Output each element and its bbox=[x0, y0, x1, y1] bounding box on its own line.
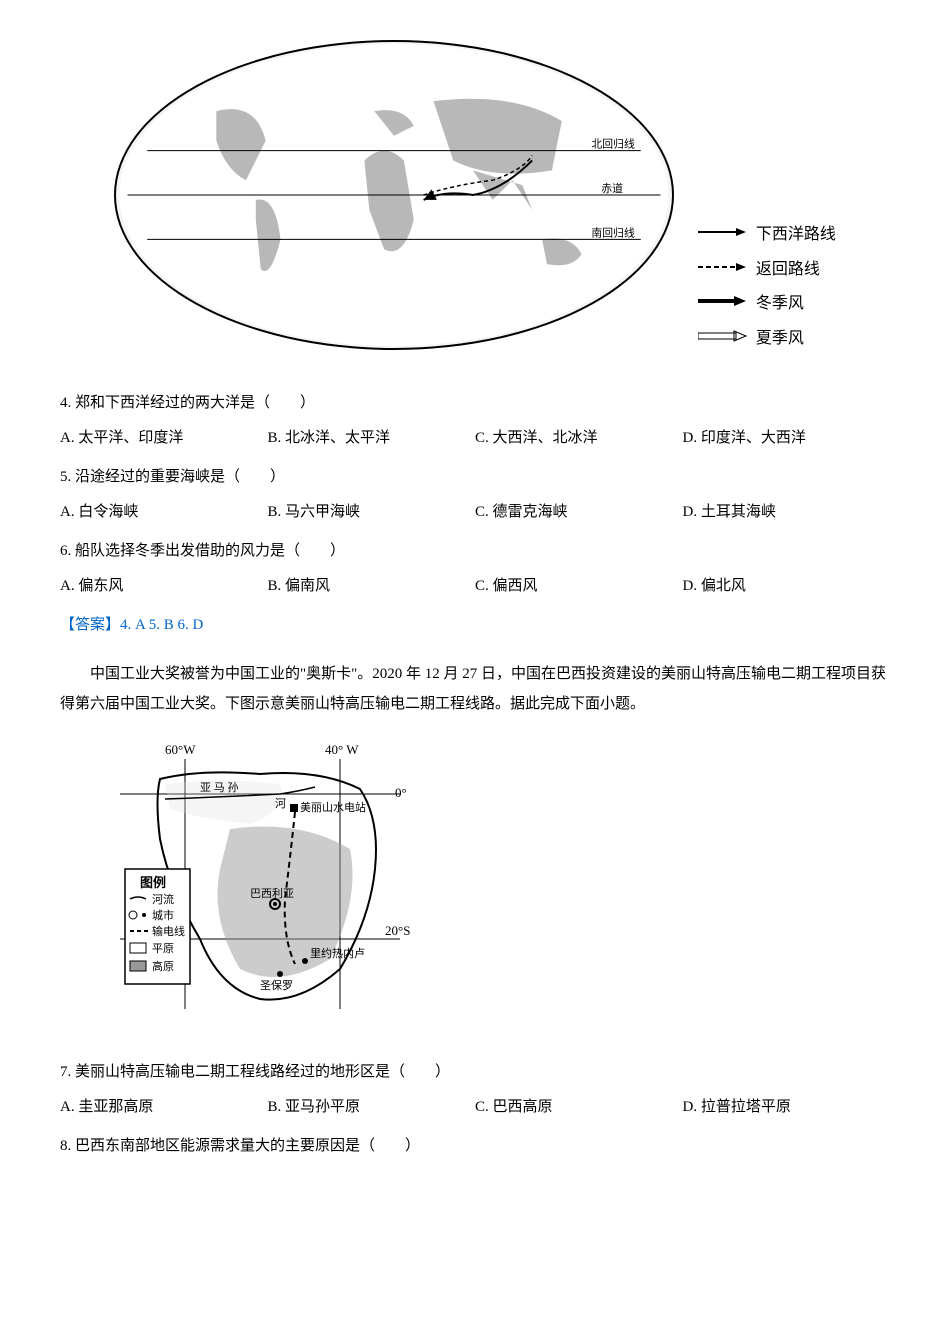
lat-0: 0° bbox=[395, 785, 407, 800]
legend-label: 返回路线 bbox=[756, 256, 820, 285]
arrow-solid-icon bbox=[698, 221, 748, 250]
question-text: 郑和下西洋经过的两大洋是（ ） bbox=[75, 395, 315, 411]
world-map-figure: 北回归线 赤道 南回归线 下西洋路线 返回路线 bbox=[60, 40, 890, 360]
option-c: C. 德雷克海峡 bbox=[475, 499, 683, 526]
question-number: 8. bbox=[60, 1138, 71, 1154]
question-5: 5. 沿途经过的重要海峡是（ ） bbox=[60, 464, 890, 491]
option-d: D. 拉普拉塔平原 bbox=[683, 1094, 891, 1121]
question-6-options: A. 偏东风 B. 偏南风 C. 偏西风 D. 偏北风 bbox=[60, 573, 890, 600]
option-b: B. 马六甲海峡 bbox=[268, 499, 476, 526]
legend-item: 冬季风 bbox=[698, 290, 836, 319]
question-4: 4. 郑和下西洋经过的两大洋是（ ） bbox=[60, 390, 890, 417]
option-c: C. 偏西风 bbox=[475, 573, 683, 600]
brazil-map-image: 60°W 40° W 0° 20°S 亚 马 孙 河 美丽山水电站 bbox=[100, 739, 420, 1029]
question-text: 巴西东南部地区能源需求量大的主要原因是（ ） bbox=[75, 1138, 420, 1154]
legend-item: 下西洋路线 bbox=[698, 221, 836, 250]
question-7: 7. 美丽山特高压输电二期工程线路经过的地形区是（ ） bbox=[60, 1059, 890, 1086]
option-a: A. 圭亚那高原 bbox=[60, 1094, 268, 1121]
question-8: 8. 巴西东南部地区能源需求量大的主要原因是（ ） bbox=[60, 1133, 890, 1160]
legend-item: 夏季风 bbox=[698, 325, 836, 354]
lon-40w: 40° W bbox=[325, 742, 359, 757]
option-b: B. 偏南风 bbox=[268, 573, 476, 600]
equator-label: 赤道 bbox=[601, 181, 623, 195]
question-number: 7. bbox=[60, 1064, 71, 1080]
option-b: B. 北冰洋、太平洋 bbox=[268, 425, 476, 452]
tropic-south-label: 南回归线 bbox=[592, 225, 636, 239]
option-d: D. 土耳其海峡 bbox=[683, 499, 891, 526]
svg-text:高原: 高原 bbox=[152, 959, 174, 973]
question-7-options: A. 圭亚那高原 B. 亚马孙平原 C. 巴西高原 D. 拉普拉塔平原 bbox=[60, 1094, 890, 1121]
legend-label: 夏季风 bbox=[756, 325, 804, 354]
question-6: 6. 船队选择冬季出发借助的风力是（ ） bbox=[60, 538, 890, 565]
option-a: A. 白令海峡 bbox=[60, 499, 268, 526]
option-d: D. 印度洋、大西洋 bbox=[683, 425, 891, 452]
legend-item: 返回路线 bbox=[698, 256, 836, 285]
tropic-north-label: 北回归线 bbox=[592, 137, 636, 151]
svg-text:巴西利亚: 巴西利亚 bbox=[250, 887, 294, 900]
svg-text:平原: 平原 bbox=[152, 943, 174, 955]
passage-2: 中国工业大奖被誉为中国工业的"奥斯卡"。2020 年 12 月 27 日，中国在… bbox=[60, 659, 890, 719]
question-text: 美丽山特高压输电二期工程线路经过的地形区是（ ） bbox=[75, 1064, 450, 1080]
question-4-options: A. 太平洋、印度洋 B. 北冰洋、太平洋 C. 大西洋、北冰洋 D. 印度洋、… bbox=[60, 425, 890, 452]
question-number: 5. bbox=[60, 469, 71, 485]
question-text: 船队选择冬季出发借助的风力是（ ） bbox=[75, 543, 345, 559]
question-text: 沿途经过的重要海峡是（ ） bbox=[75, 469, 285, 485]
svg-text:输电线: 输电线 bbox=[152, 924, 185, 938]
answer-456: 【答案】4. A 5. B 6. D bbox=[60, 612, 890, 639]
option-b: B. 亚马孙平原 bbox=[268, 1094, 476, 1121]
lon-60w: 60°W bbox=[165, 742, 196, 757]
legend-label: 下西洋路线 bbox=[756, 221, 836, 250]
option-a: A. 偏东风 bbox=[60, 573, 268, 600]
option-a: A. 太平洋、印度洋 bbox=[60, 425, 268, 452]
question-number: 4. bbox=[60, 395, 71, 411]
svg-text:河流: 河流 bbox=[152, 892, 174, 906]
question-5-options: A. 白令海峡 B. 马六甲海峡 C. 德雷克海峡 D. 土耳其海峡 bbox=[60, 499, 890, 526]
svg-text:河: 河 bbox=[275, 797, 286, 810]
question-number: 6. bbox=[60, 543, 71, 559]
lat-20s: 20°S bbox=[385, 923, 410, 938]
svg-text:图例: 图例 bbox=[140, 875, 166, 890]
svg-text:城市: 城市 bbox=[152, 908, 174, 922]
option-c: C. 巴西高原 bbox=[475, 1094, 683, 1121]
brazil-map-figure: 60°W 40° W 0° 20°S 亚 马 孙 河 美丽山水电站 bbox=[100, 739, 890, 1029]
legend-label: 冬季风 bbox=[756, 290, 804, 319]
arrow-dashed-icon bbox=[698, 256, 748, 285]
option-c: C. 大西洋、北冰洋 bbox=[475, 425, 683, 452]
world-map-image: 北回归线 赤道 南回归线 bbox=[114, 40, 674, 350]
option-d: D. 偏北风 bbox=[683, 573, 891, 600]
svg-text:亚 马 孙: 亚 马 孙 bbox=[200, 781, 239, 794]
world-map-legend: 下西洋路线 返回路线 冬季风 夏季风 bbox=[698, 221, 836, 360]
svg-text:圣保罗: 圣保罗 bbox=[260, 978, 293, 992]
arrow-outline-icon bbox=[698, 325, 748, 354]
arrow-bold-icon bbox=[698, 290, 748, 319]
svg-text:里约热内卢: 里约热内卢 bbox=[310, 946, 365, 960]
svg-text:美丽山水电站: 美丽山水电站 bbox=[300, 800, 366, 814]
